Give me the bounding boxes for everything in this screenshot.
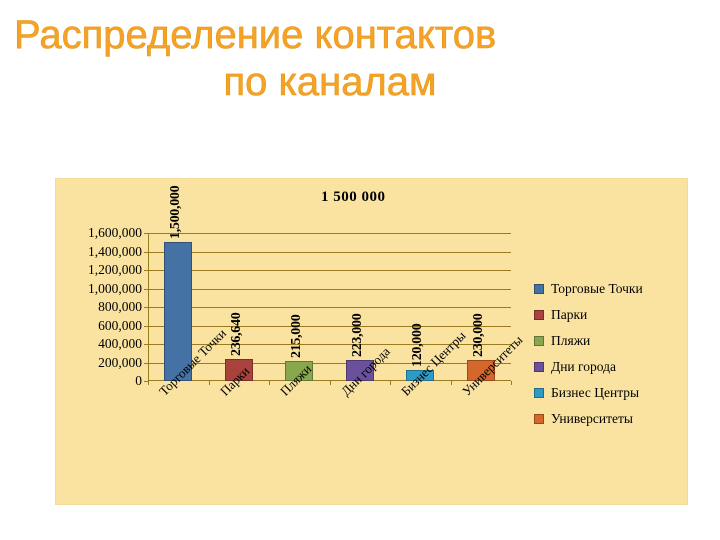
chart-bar-value-label: 223,000 [349,313,365,358]
chart-bar [285,361,314,381]
legend-item-label: Парки [551,307,588,322]
chart-bar [224,359,253,381]
y-axis-tick [144,325,148,327]
legend-swatch-icon [534,284,544,294]
y-axis-tick-label: 1,400,000 [88,243,142,259]
y-axis-tick [144,381,148,382]
chart-bar-value-label: 230,000 [470,313,486,357]
gridline [148,344,511,345]
legend-item: Университеты [534,406,684,432]
y-axis-tick [144,251,148,253]
chart-plot-area: 0 200,000 400,000 600,000 800,000 1,000,000 1,… [88,186,525,399]
x-axis-tick [269,381,270,385]
x-axis-tick [511,381,512,385]
x-axis-tick [148,381,149,385]
y-axis-tick [144,344,148,345]
gridline [148,362,511,364]
x-axis-category-label: Парки [216,363,253,399]
legend-item-label: Бизнес Центры [551,385,640,400]
y-axis-tick-label: 1,200,000 [88,262,142,277]
x-axis-tick [450,381,452,385]
y-axis-tick [144,362,148,364]
legend-item: Пляжи [534,328,684,354]
x-axis-tick [329,381,331,385]
gridline [148,307,511,308]
page-title-line-1: Распределение контактов [14,13,497,58]
y-axis-tick-label: 0 [135,373,142,388]
chart-bar [164,242,193,381]
legend-swatch-icon [534,414,544,424]
legend-item-label: Университеты [551,411,633,426]
y-axis-tick-label: 800,000 [98,299,142,314]
chart-y-axis-line [148,233,149,381]
chart-bar [406,369,435,381]
legend-item: Дни города [534,354,684,380]
legend-swatch-icon [534,310,544,320]
gridline [148,233,511,234]
page-title-line-2: по каналам [223,60,437,105]
legend-item: Торговые Точки [534,276,684,302]
chart-bar [466,359,495,381]
chart-x-axis-line [148,380,511,381]
chart-bar-value-label: 1,500,000 [168,185,184,240]
chart-annotation-total: 1 500 000 [321,189,386,205]
chart-bar-value-label: 215,000 [289,314,305,359]
y-axis-tick [144,288,148,290]
legend-swatch-icon [534,362,544,372]
y-axis-tick [144,307,148,308]
legend-item-label: Дни города [551,359,616,374]
y-axis-tick [144,233,148,234]
gridline [148,270,511,271]
legend-item-label: Торговые Точки [551,281,643,296]
chart-legend: Торговые Точки Парки Пляжи Дни города Бизнес… [534,276,684,432]
legend-item: Бизнес Центры [534,380,684,406]
legend-item-label: Пляжи [551,333,591,348]
gridline [148,288,511,290]
chart-bar [345,360,374,381]
chart-bar-value-label: 236,640 [228,312,244,357]
x-axis-tick [208,381,210,385]
page-title: Распределение контактов по каналам [0,12,720,106]
y-axis-tick-label: 600,000 [98,317,142,333]
y-axis-tick-label: 1,000,000 [88,280,142,296]
chart-panel: 1 500 000 0 200,000 400,000 600,000 800,000 1… [55,178,688,505]
legend-swatch-icon [534,388,544,398]
legend-item: Парки [534,302,684,328]
y-axis-tick-label: 200,000 [98,354,142,370]
gridline [148,325,511,327]
y-axis-tick [144,270,148,271]
gridline [148,251,511,253]
y-axis-tick-label: 1,600,000 [88,225,142,240]
legend-swatch-icon [534,336,544,346]
y-axis-tick-label: 400,000 [98,336,142,351]
x-axis-tick [390,381,391,385]
